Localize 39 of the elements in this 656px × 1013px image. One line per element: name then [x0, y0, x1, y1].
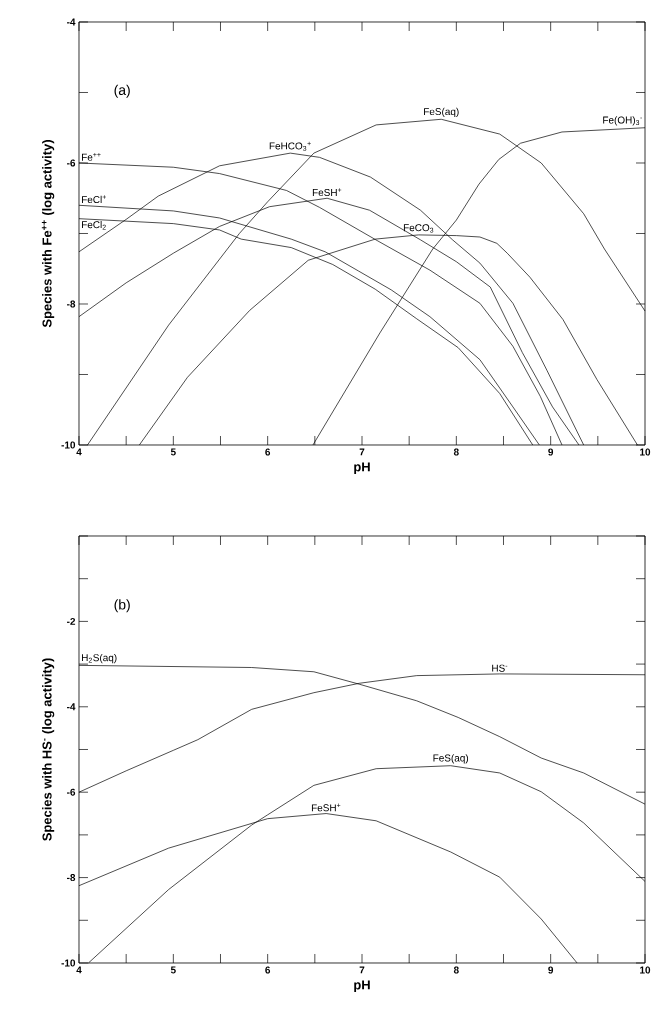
- y-tick-label: -4: [67, 703, 76, 711]
- series-label: FeS(aq): [424, 107, 459, 118]
- y-axis-title: Species with HS$^{-}$ (log activity): [42, 658, 55, 841]
- annotation: (b): [114, 599, 130, 613]
- x-axis-title: pH: [354, 462, 370, 474]
- y-tick-label: -2: [67, 617, 76, 625]
- y-tick-label: -6: [67, 159, 76, 167]
- series-label: FeCl$^{+}$: [82, 195, 106, 204]
- y-tick-label: -10: [61, 959, 76, 967]
- x-tick-label: 9: [548, 966, 554, 974]
- y-tick-label: -8: [67, 300, 76, 308]
- x-tick-label: 4: [76, 448, 82, 456]
- x-tick-label: 6: [265, 966, 271, 974]
- x-tick-label: 5: [170, 448, 176, 456]
- x-axis-title: pH: [354, 980, 370, 992]
- series-label: FeCO$_{3}$: [403, 224, 434, 233]
- series-label: FeSH$^{+}$: [312, 188, 342, 197]
- series-label: HS$^{-}$: [492, 664, 508, 672]
- x-tick-label: 7: [359, 448, 365, 456]
- series-label: FeCl$_{2}$: [82, 220, 106, 230]
- y-axis-title: Species with Fe$^{++}$ (log activity): [41, 140, 55, 328]
- x-tick-label: 9: [548, 448, 554, 456]
- x-tick-label: 8: [453, 448, 459, 456]
- x-tick-label: 7: [359, 966, 365, 974]
- x-tick-label: 6: [265, 448, 271, 456]
- series-label: FeSH$^{+}$: [311, 803, 341, 812]
- y-tick-label: -10: [61, 441, 76, 449]
- y-tick-label: -6: [67, 788, 76, 796]
- x-tick-label: 8: [453, 966, 459, 974]
- series-label: FeS(aq): [433, 754, 469, 764]
- x-tick-label: 5: [170, 966, 176, 974]
- y-tick-label: -8: [67, 874, 76, 882]
- series-label: Fe$^{++}$: [82, 153, 101, 161]
- y-tick-label: -4: [67, 18, 76, 26]
- x-tick-label: 10: [640, 966, 651, 974]
- annotation: (a): [114, 84, 130, 98]
- series-label: H$_{2}$S(aq): [82, 653, 117, 664]
- x-tick-label: 10: [640, 448, 651, 456]
- x-tick-label: 4: [76, 966, 82, 974]
